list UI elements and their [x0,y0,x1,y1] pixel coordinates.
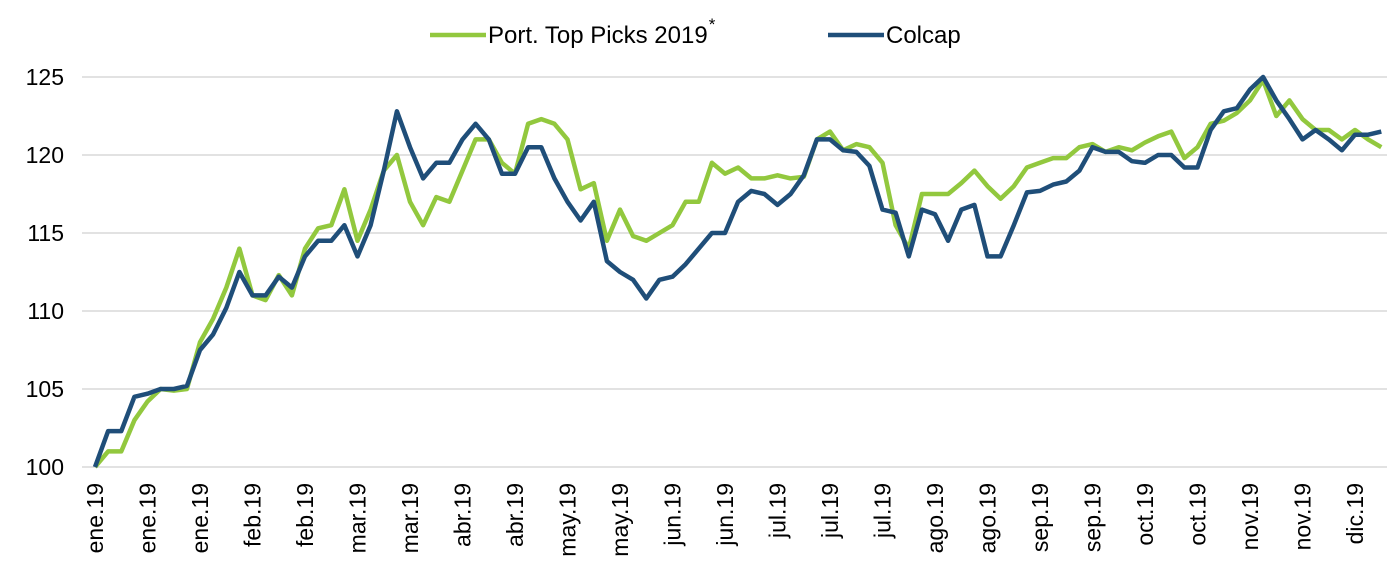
x-tick-label: abr.19 [450,483,476,547]
x-tick-label: nov.19 [1237,483,1263,550]
legend-footnote: * [709,15,716,34]
y-tick-label: 110 [27,298,64,324]
x-tick-label: feb.19 [240,483,266,547]
legend-label: Port. Top Picks 2019 [488,22,708,49]
x-tick-label: nov.19 [1290,483,1316,550]
y-tick-label: 120 [26,142,64,168]
x-tick-label: ago.19 [922,483,948,553]
x-tick-label: jul.19 [870,483,896,539]
y-tick-label: 100 [26,454,64,480]
series-line [93,77,1383,469]
x-tick-label: mar.19 [397,483,423,553]
x-tick-label: jul.19 [765,483,791,539]
x-tick-label: jun.19 [712,483,738,547]
x-tick-label: dic.19 [1342,483,1368,544]
y-tick-label: 105 [26,376,64,402]
y-tick-label: 115 [27,220,64,246]
y-tick-label: 125 [26,64,64,90]
x-tick-label: ene.19 [82,483,108,553]
series-line [92,74,1382,468]
x-tick-label: oct.19 [1185,483,1211,546]
x-tick-label: abr.19 [502,483,528,547]
x-tick-label: mar.19 [345,483,371,553]
x-tick-label: sep.19 [1027,483,1053,552]
x-tick-label: sep.19 [1080,483,1106,552]
legend: Port. Top Picks 2019 * Colcap [430,15,961,49]
x-tick-label: jul.19 [817,483,843,539]
x-tick-label: oct.19 [1132,483,1158,546]
x-tick-label: may.19 [607,483,633,557]
legend-label: Colcap [886,22,961,49]
x-tick-label: ene.19 [187,483,213,553]
x-tick-label: may.19 [555,483,581,557]
x-tick-label: ago.19 [975,483,1001,553]
x-tick-label: ene.19 [135,483,161,553]
x-tick-label: jun.19 [660,483,686,547]
x-tick-label: feb.19 [292,483,318,547]
